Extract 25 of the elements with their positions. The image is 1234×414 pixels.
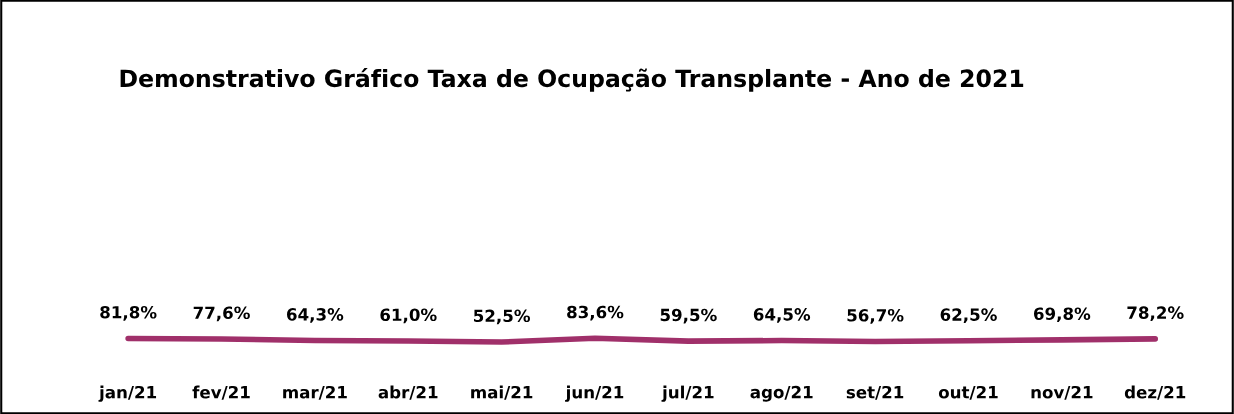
data-label: 77,6%	[193, 306, 250, 322]
x-tick-label: mai/21	[471, 385, 533, 400]
data-label: 64,5%	[753, 308, 811, 323]
x-tick-label: jun/21	[565, 385, 624, 402]
x-tick-label: dez/21	[1124, 385, 1186, 400]
data-label: 62,5%	[940, 308, 997, 324]
chart-title: Demonstrativo Gráfico Taxa de Ocupação Transplante - Ano de 2021	[120, 68, 1024, 92]
data-label: 52,5%	[474, 309, 530, 325]
x-tick-label: abr/21	[378, 385, 438, 400]
data-label: 61,0%	[380, 308, 437, 324]
data-label: 81,8%	[100, 305, 157, 321]
x-tick-label: out/21	[938, 385, 998, 400]
data-label: 64,3%	[287, 308, 344, 323]
data-label: 56,7%	[847, 308, 904, 324]
data-label: 69,8%	[1033, 307, 1091, 323]
x-tick-label: nov/21	[1031, 385, 1093, 400]
data-label: 59,5%	[660, 308, 717, 324]
data-label: 83,6%	[567, 305, 624, 321]
x-tick-label: fev/21	[192, 385, 250, 400]
x-tick-label: ago/21	[750, 385, 813, 402]
x-tick-label: jan/21	[98, 385, 157, 402]
x-tick-label: set/21	[846, 385, 904, 400]
x-tick-label: jul/21	[661, 385, 714, 402]
data-label: 78,2%	[1127, 306, 1184, 322]
x-tick-label: mar/21	[283, 385, 347, 400]
